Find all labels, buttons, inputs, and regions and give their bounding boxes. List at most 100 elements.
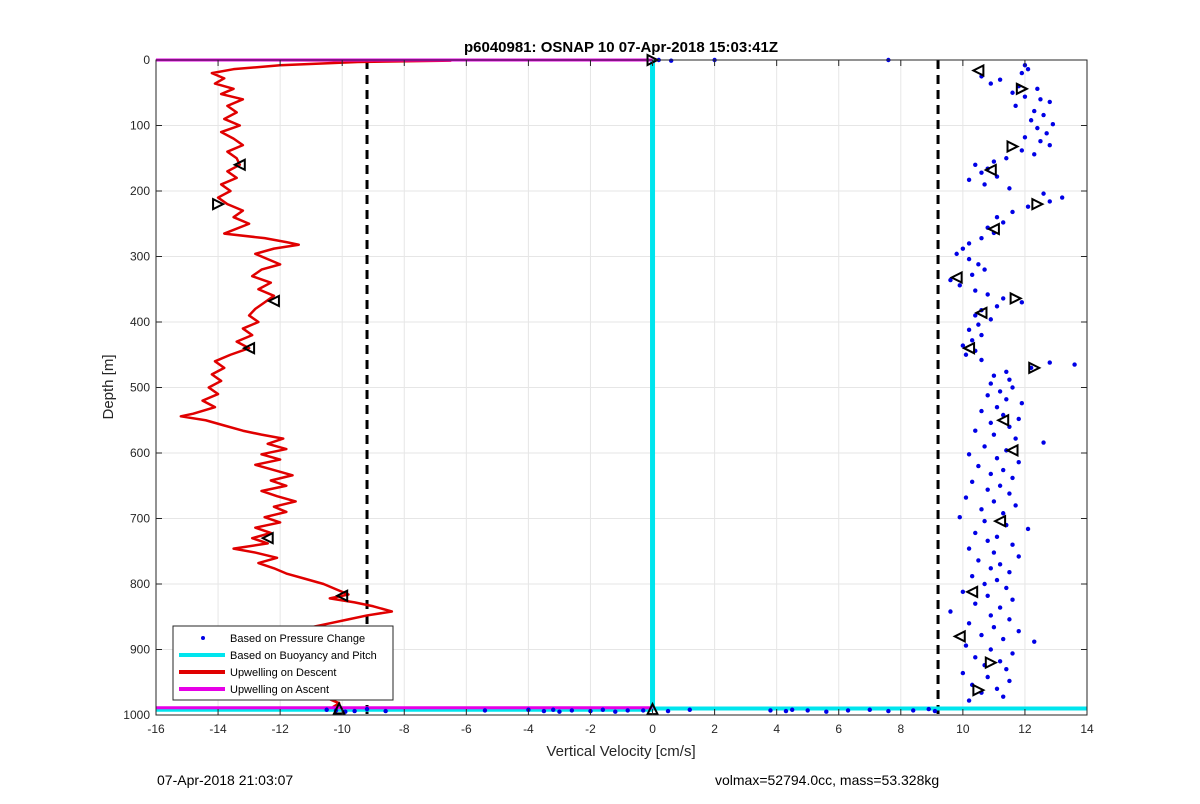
- pressure-change-point: [997, 605, 1003, 610]
- pressure-change-point: [973, 313, 978, 318]
- pressure-change-point: [991, 499, 997, 504]
- pressure-change-point: [957, 283, 962, 288]
- pressure-change-point: [1035, 125, 1040, 131]
- pressure-change-point: [1016, 416, 1021, 422]
- pressure-change-point: [963, 495, 969, 500]
- pressure-change-point: [1022, 135, 1028, 140]
- pressure-change-point: [966, 452, 972, 457]
- pressure-change-point: [641, 708, 646, 713]
- pressure-change-point: [979, 632, 984, 638]
- pressure-change-point: [1013, 436, 1018, 441]
- pressure-change-point: [1038, 139, 1043, 144]
- pressure-change-point: [997, 483, 1003, 488]
- pressure-change-point: [1041, 112, 1046, 118]
- pressure-change-point: [957, 514, 962, 520]
- pressure-change-point: [1004, 369, 1009, 374]
- pressure-change-point: [768, 708, 773, 713]
- triangle-marker: [952, 629, 966, 644]
- pressure-change-point: [1001, 296, 1006, 301]
- pressure-change-point: [963, 643, 969, 648]
- pressure-change-point: [1032, 108, 1037, 114]
- pressure-change-point: [969, 338, 975, 343]
- pressure-change-point: [1050, 121, 1056, 127]
- pressure-change-point: [557, 709, 562, 714]
- y-tick-label: 100: [130, 119, 150, 133]
- pressure-change-point: [963, 352, 969, 357]
- pressure-change-point: [1019, 300, 1025, 305]
- footer-timestamp: 07-Apr-2018 21:03:07: [157, 772, 294, 788]
- pressure-change-point: [1004, 397, 1009, 402]
- pressure-change-point: [994, 686, 1000, 691]
- pressure-change-point: [966, 256, 972, 262]
- pressure-change-point: [1047, 360, 1052, 365]
- pressure-change-point: [997, 562, 1003, 567]
- y-tick-label: 800: [130, 577, 150, 591]
- pressure-change-point: [982, 581, 987, 587]
- pressure-change-point: [988, 647, 993, 652]
- pressure-change-point: [991, 550, 997, 555]
- pressure-change-point: [1001, 511, 1006, 516]
- pressure-change-point: [991, 159, 997, 164]
- pressure-change-point: [979, 357, 984, 363]
- pressure-change-point: [1028, 118, 1034, 123]
- pressure-change-point: [845, 708, 851, 713]
- pressure-change-point: [1007, 678, 1012, 684]
- y-tick-label: 300: [130, 250, 150, 264]
- pressure-change-point: [985, 393, 990, 398]
- pressure-change-point: [991, 625, 997, 630]
- pressure-change-point: [960, 343, 966, 348]
- pressure-change-point: [1047, 142, 1052, 148]
- pressure-change-point: [541, 708, 547, 714]
- y-tick-label: 900: [130, 643, 150, 657]
- pressure-change-point: [1010, 597, 1015, 602]
- triangle-marker: [260, 531, 274, 545]
- pressure-change-point: [988, 471, 993, 477]
- pressure-change-point: [991, 373, 997, 378]
- x-axis: -16 -14 -12 -10 -8 -6 -4 -2 0 2 4 6 8 10 12 14: [147, 60, 1094, 736]
- triangle-marker: [986, 222, 1000, 236]
- pressure-change-point: [969, 479, 975, 485]
- x-tick-label: 14: [1080, 722, 1094, 736]
- x-tick-label: 4: [773, 722, 780, 736]
- legend-swatch-point: [201, 636, 205, 640]
- legend-label: Based on Pressure Change: [230, 633, 365, 645]
- pressure-change-point: [911, 708, 916, 713]
- pressure-change-point: [973, 655, 978, 660]
- pressure-change-point: [960, 670, 966, 676]
- pressure-change-point: [867, 707, 872, 712]
- pressure-change-point: [960, 246, 966, 251]
- pressure-change-point: [973, 601, 978, 606]
- pressure-change-point: [551, 707, 556, 712]
- triangle-marker: [983, 163, 997, 177]
- pressure-change-point: [569, 708, 575, 713]
- pressure-change-point: [1004, 156, 1009, 161]
- series-layer: [155, 57, 1087, 714]
- y-axis: 0 100 200 300 400 500 600 700 800 900 1000: [123, 53, 1087, 722]
- pressure-change-point: [613, 709, 618, 714]
- pressure-change-point: [1041, 191, 1046, 196]
- pressure-change-point: [988, 317, 993, 322]
- pressure-change-point: [1001, 636, 1006, 642]
- pressure-change-point: [976, 322, 981, 327]
- pressure-change-point: [994, 215, 1000, 220]
- y-tick-label: 1000: [123, 708, 150, 722]
- triangle-marker: [1009, 291, 1023, 306]
- pressure-change-point: [994, 456, 1000, 461]
- pressure-change-point: [1010, 475, 1015, 481]
- pressure-change-point: [1007, 491, 1012, 496]
- pressure-change-point: [1025, 66, 1031, 72]
- pressure-change-point: [1047, 199, 1052, 204]
- pressure-change-point: [982, 518, 987, 524]
- pressure-change-point: [976, 558, 981, 563]
- pressure-change-point: [985, 292, 990, 297]
- pressure-change-point: [1059, 195, 1065, 200]
- x-tick-label: 10: [956, 722, 970, 736]
- pressure-change-point: [1019, 401, 1025, 406]
- pressure-change-point: [1004, 666, 1009, 672]
- pressure-change-point: [969, 272, 975, 278]
- pressure-change-point: [1010, 385, 1015, 390]
- x-tick-label: -12: [271, 722, 289, 736]
- x-tick-label: -8: [399, 722, 410, 736]
- pressure-change-point: [1010, 542, 1015, 547]
